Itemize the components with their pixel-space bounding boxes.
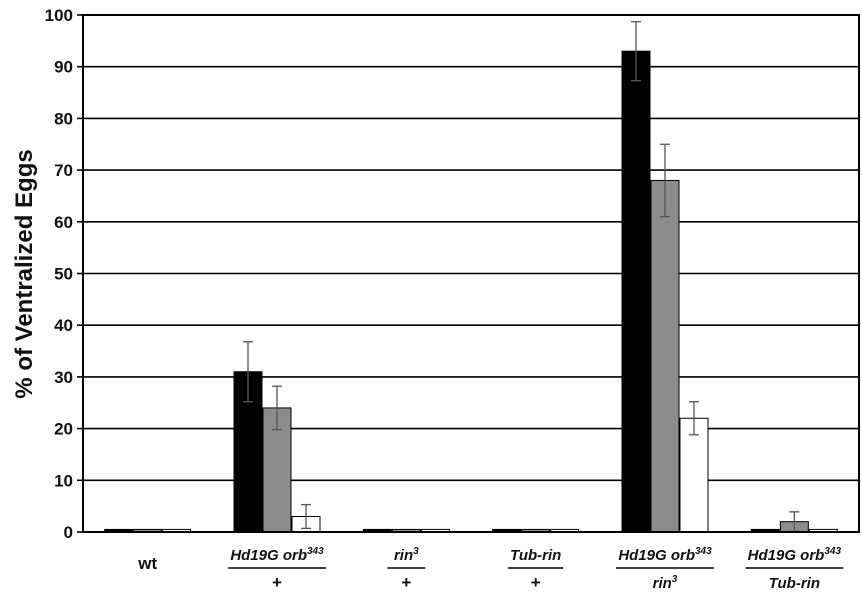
- group-label-3: rin3 +: [387, 546, 426, 592]
- group-label-6: Hd19G orb343 Tub-rin: [745, 546, 844, 592]
- plot-frame: [82, 14, 860, 533]
- y-tick-label: 90: [54, 58, 73, 77]
- y-tick-label: 60: [54, 213, 73, 232]
- y-tick-label: 40: [54, 316, 73, 335]
- y-tick-label: 80: [54, 109, 73, 128]
- genotype-top-label: Hd19G orb343: [618, 546, 712, 564]
- genotype-top-label: rin3: [394, 546, 419, 564]
- genotype-bottom-label: rin3: [653, 574, 678, 592]
- y-tick-label: 0: [64, 523, 73, 542]
- group-label-1: wt: [137, 554, 157, 573]
- genotype-bottom-label: Tub-rin: [769, 575, 820, 592]
- gridlines: [83, 14, 859, 482]
- error-bars: [243, 21, 800, 533]
- error-bar-group2-series3: [301, 503, 311, 530]
- x-group-labels: wt Hd19G orb343+rin3+Tub-rin+Hd19G orb343…: [137, 546, 844, 592]
- bars: [104, 50, 838, 533]
- genotype-label: wt: [137, 554, 157, 573]
- y-tick-label: 70: [54, 161, 73, 180]
- y-tick-labels: 0 10 20 30 40 50 60 70 80 90 100: [45, 6, 73, 542]
- y-tick-label: 20: [54, 420, 73, 439]
- bar-group5-series2: [650, 179, 680, 533]
- bar-group5-series1: [621, 50, 651, 533]
- genotype-bottom-label: +: [531, 573, 541, 592]
- genotype-top-label: Hd19G orb343: [748, 546, 842, 564]
- group-label-4: Tub-rin +: [507, 547, 564, 592]
- y-axis-label: % of Ventralized Eggs: [11, 149, 38, 398]
- error-bar-group2-series2: [272, 385, 282, 431]
- group-label-5: Hd19G orb343 rin3: [616, 546, 714, 592]
- error-bar-group2-series1: [243, 341, 253, 403]
- y-tick-label: 10: [54, 471, 73, 490]
- y-tick-label: 50: [54, 265, 73, 284]
- genotype-top-label: Hd19G orb343: [230, 546, 324, 564]
- error-bar-group5-series2: [660, 143, 670, 218]
- error-bar-group5-series1: [631, 21, 641, 82]
- genotype-bottom-label: +: [401, 573, 411, 592]
- genotype-top-label: Tub-rin: [510, 547, 561, 564]
- genotype-bottom-label: +: [272, 573, 282, 592]
- y-tick-label: 30: [54, 368, 73, 387]
- y-tick-label: 100: [45, 6, 73, 25]
- group-label-2: Hd19G orb343 +: [228, 546, 326, 592]
- error-bar-group5-series3: [689, 401, 699, 436]
- axes: [77, 14, 860, 533]
